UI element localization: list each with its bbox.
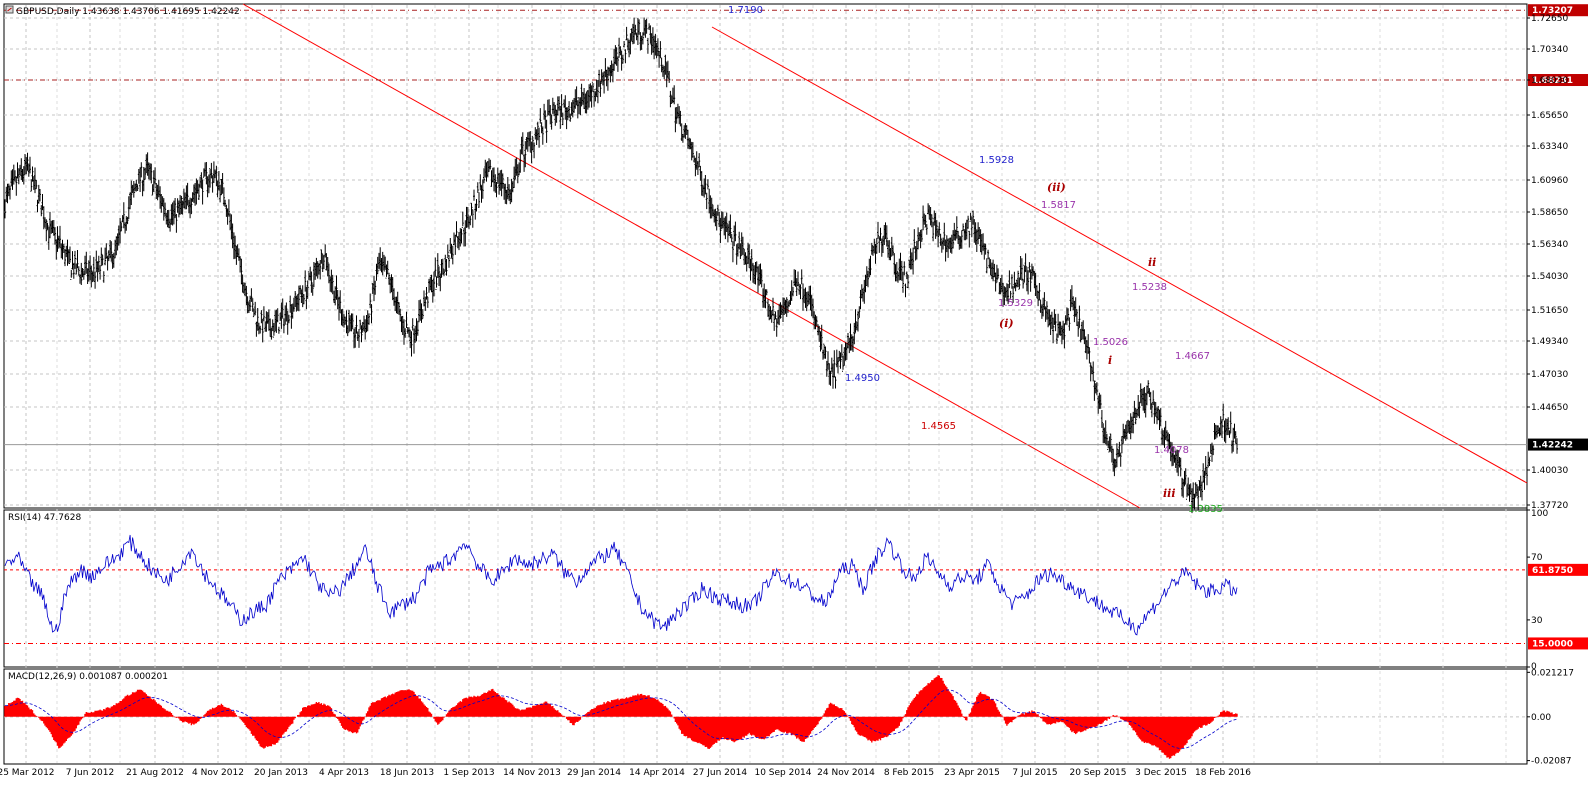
rsi-panel[interactable] bbox=[3, 509, 1528, 668]
price-tick-label: 1.56340 bbox=[1531, 240, 1568, 250]
date-tick-label: 18 Jun 2013 bbox=[380, 768, 434, 778]
date-tick-label: 3 Dec 2015 bbox=[1135, 768, 1187, 778]
wave-label: ii bbox=[1148, 256, 1156, 269]
date-tick-label: 25 Mar 2012 bbox=[0, 768, 55, 778]
wave-label: 1.5329 bbox=[998, 298, 1033, 309]
wave-label: (i) bbox=[999, 317, 1014, 330]
wave-label: i bbox=[1108, 354, 1112, 367]
price-marker-label: 1.73207 bbox=[1532, 6, 1573, 16]
price-marker-box bbox=[1528, 74, 1588, 87]
date-tick-label: 1 Sep 2013 bbox=[443, 768, 494, 778]
macd-series bbox=[4, 675, 1238, 759]
macd-tick-label: 0.00 bbox=[1531, 713, 1551, 723]
date-tick-label: 20 Jan 2013 bbox=[254, 768, 308, 778]
price-tick-label: 1.68030 bbox=[1531, 76, 1568, 86]
price-tick-label: 1.49340 bbox=[1531, 337, 1568, 347]
date-tick-label: 27 Jun 2014 bbox=[693, 768, 747, 778]
axis-labels: 25 Mar 2012 7 Jun 2012 21 Aug 2012 4 Nov 20… bbox=[0, 14, 1574, 778]
date-tick-label: 4 Nov 2012 bbox=[192, 768, 244, 778]
price-series bbox=[4, 17, 1238, 514]
rsi-level-box bbox=[1528, 563, 1588, 576]
rsi-tick-label: 30 bbox=[1531, 616, 1543, 626]
rsi-level-label: 15.0000 bbox=[1532, 639, 1573, 649]
date-tick-label: 4 Apr 2013 bbox=[319, 768, 369, 778]
date-tick-label: 8 Feb 2015 bbox=[884, 768, 934, 778]
wave-label: 1.4565 bbox=[921, 421, 956, 432]
macd-tick-label: 0.021217 bbox=[1531, 668, 1574, 678]
date-tick-label: 29 Jan 2014 bbox=[567, 768, 621, 778]
rsi-tick-label: 70 bbox=[1531, 553, 1543, 563]
rsi-tick-label: 100 bbox=[1531, 509, 1548, 519]
channel-lower-line bbox=[242, 3, 1141, 509]
price-tick-label: 1.60960 bbox=[1531, 176, 1568, 186]
rsi-level-box bbox=[1528, 637, 1588, 650]
rsi-title: RSI(14) 47.7628 bbox=[8, 513, 81, 523]
price-tick-label: 1.47030 bbox=[1531, 370, 1568, 380]
rsi-line bbox=[4, 534, 1238, 636]
wave-label: iii bbox=[1163, 487, 1176, 500]
price-bars bbox=[4, 17, 1238, 514]
macd-title: MACD(12,26,9) 0.001087 0.000201 bbox=[8, 672, 168, 682]
wave-label: 1.3835 bbox=[1188, 504, 1223, 515]
wave-label: 1.5238 bbox=[1132, 282, 1167, 293]
date-tick-label: 7 Jun 2012 bbox=[66, 768, 114, 778]
price-marker-box bbox=[1528, 4, 1588, 17]
price-tick-label: 1.40030 bbox=[1531, 466, 1568, 476]
date-tick-label: 14 Apr 2014 bbox=[629, 768, 685, 778]
price-tick-label: 1.72650 bbox=[1531, 14, 1568, 24]
date-tick-label: 10 Sep 2014 bbox=[754, 768, 811, 778]
wave-label: 1.4950 bbox=[845, 373, 880, 384]
wave-label: 1.7190 bbox=[728, 5, 763, 16]
price-tick-label: 1.58650 bbox=[1531, 208, 1568, 218]
wave-label: (ii) bbox=[1047, 181, 1066, 194]
wave-label: 1.5817 bbox=[1041, 200, 1076, 211]
date-tick-label: 24 Nov 2014 bbox=[817, 768, 875, 778]
wave-annotations: 1.7190 1.5928 1.4950 1.4565 (ii) 1.5817 1.5329… bbox=[728, 5, 1223, 515]
wave-label: 1.4078 bbox=[1154, 445, 1189, 456]
date-tick-label: 7 Jul 2015 bbox=[1012, 768, 1057, 778]
channel-lines bbox=[242, 3, 1528, 509]
macd-histogram bbox=[4, 675, 1238, 759]
window-icon bbox=[5, 5, 14, 14]
rsi-level-label: 61.8750 bbox=[1532, 566, 1573, 576]
date-tick-label: 21 Aug 2012 bbox=[126, 768, 184, 778]
price-marker-box bbox=[1528, 438, 1588, 451]
price-marker-label: 1.68231 bbox=[1532, 76, 1573, 86]
wave-label: 1.5928 bbox=[979, 155, 1014, 166]
date-tick-label: 18 Feb 2016 bbox=[1195, 768, 1251, 778]
price-tick-label: 1.37720 bbox=[1531, 501, 1568, 511]
price-tick-label: 1.65650 bbox=[1531, 111, 1568, 121]
price-tick-label: 1.51650 bbox=[1531, 306, 1568, 316]
date-tick-label: 20 Sep 2015 bbox=[1069, 768, 1126, 778]
rsi-series bbox=[4, 534, 1238, 636]
wave-label: 1.4667 bbox=[1175, 351, 1210, 362]
price-marker-label: 1.42242 bbox=[1532, 441, 1573, 451]
price-panel[interactable] bbox=[3, 3, 1528, 509]
channel-upper-line bbox=[711, 26, 1528, 484]
price-tick-label: 1.54030 bbox=[1531, 272, 1568, 282]
wave-label: 1.5026 bbox=[1093, 337, 1128, 348]
macd-signal-line bbox=[5, 689, 1238, 749]
rsi-tick-label: 0 bbox=[1531, 662, 1537, 672]
date-tick-label: 14 Nov 2013 bbox=[503, 768, 561, 778]
price-title: GBPUSD,Daily 1.43638 1.43706 1.41695 1.4… bbox=[16, 7, 240, 17]
price-tick-label: 1.63340 bbox=[1531, 142, 1568, 152]
price-tick-label: 1.70340 bbox=[1531, 45, 1568, 55]
price-tick-label: 1.44650 bbox=[1531, 403, 1568, 413]
date-tick-label: 23 Apr 2015 bbox=[944, 768, 1000, 778]
macd-tick-label: -0.02087 bbox=[1531, 757, 1571, 767]
